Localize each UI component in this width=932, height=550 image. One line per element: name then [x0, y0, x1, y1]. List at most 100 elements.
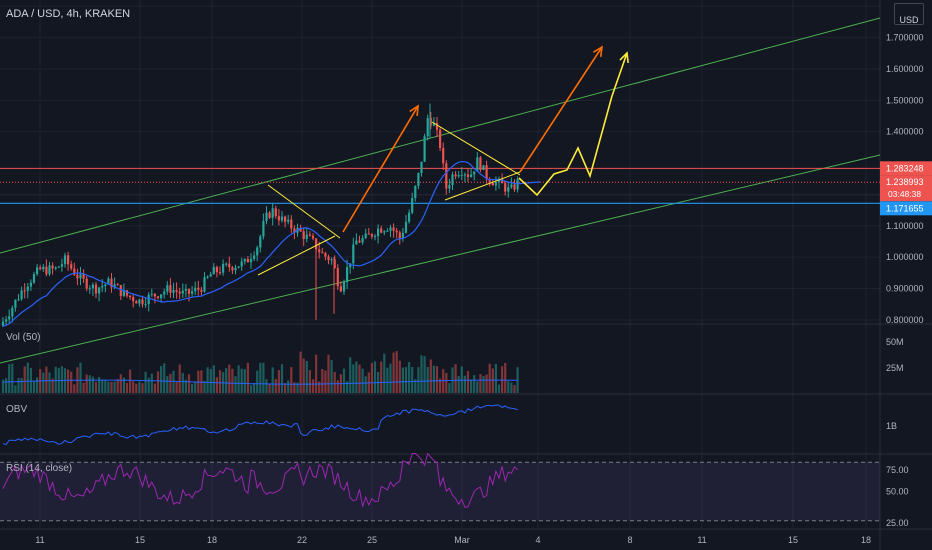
- volume-bar: [141, 383, 144, 393]
- volume-bar: [513, 385, 516, 393]
- candle-body: [311, 235, 315, 239]
- candle-body: [389, 227, 392, 231]
- volume-bar: [386, 367, 389, 393]
- candle-body: [246, 259, 249, 263]
- last-price-tag-label: 1.238993: [886, 177, 924, 187]
- candle-body: [200, 289, 203, 292]
- volume-bar: [426, 366, 429, 393]
- candle-body: [197, 287, 200, 290]
- volume-bar: [287, 380, 290, 393]
- candle-body: [268, 212, 271, 218]
- candle-body: [240, 261, 243, 267]
- price-tick-label: 1.400000: [886, 127, 924, 137]
- candle-body: [333, 259, 336, 269]
- volume-bar: [243, 369, 246, 393]
- volume-bar: [45, 366, 48, 393]
- candle-body: [54, 267, 57, 269]
- obv-line: [2, 404, 518, 446]
- volume-bar: [389, 363, 392, 393]
- wedge-line: [431, 121, 521, 176]
- candle-body: [48, 265, 51, 275]
- volume-bar: [119, 374, 122, 393]
- candle-body: [417, 173, 420, 186]
- volume-bar: [231, 368, 234, 393]
- rsi-tick-label: 75.00: [886, 465, 909, 475]
- rsi-band-fill: [0, 462, 880, 521]
- volume-bar: [333, 372, 336, 393]
- candle-body: [386, 230, 389, 232]
- volume-bar: [147, 377, 150, 393]
- candle-body: [36, 267, 39, 275]
- volume-bar: [494, 363, 497, 393]
- candle-body: [321, 252, 324, 254]
- candle-body: [138, 299, 141, 304]
- orange-arrow-2: [519, 46, 603, 173]
- currency-button[interactable]: USD: [894, 3, 924, 25]
- candle-body: [346, 267, 349, 283]
- support-price-tag: [880, 201, 932, 216]
- candle-body: [507, 187, 510, 192]
- volume-bar: [166, 376, 169, 393]
- candle-body: [482, 165, 485, 170]
- candle-body: [435, 123, 439, 130]
- candle-body: [104, 284, 107, 286]
- candle-body: [249, 258, 253, 263]
- volume-bar: [144, 371, 147, 393]
- volume-bar: [48, 372, 51, 393]
- volume-bar: [73, 384, 76, 393]
- volume-bar: [398, 360, 401, 393]
- volume-bar: [246, 362, 249, 393]
- volume-bar: [271, 367, 274, 393]
- x-axis-label: 15: [788, 535, 798, 545]
- candle-body: [293, 228, 296, 233]
- candle-body: [5, 319, 8, 322]
- volume-bar: [318, 381, 321, 393]
- candle-body: [361, 237, 364, 243]
- candle-body: [420, 161, 423, 174]
- obv-pane-label: OBV: [6, 404, 28, 415]
- yellow-arrow-head-line-head: [619, 51, 629, 64]
- volume-bar: [321, 368, 324, 393]
- volume-bar: [153, 383, 156, 393]
- candle-body: [513, 184, 516, 190]
- volume-bar: [392, 352, 395, 393]
- candle-body: [1, 321, 5, 327]
- volume-bar: [36, 377, 39, 393]
- candle-body: [187, 289, 191, 294]
- volume-bar: [14, 385, 17, 393]
- candle-body: [398, 232, 401, 239]
- volume-bar: [293, 382, 296, 393]
- resistance-tag-label: 1.283248: [886, 163, 924, 173]
- volume-bar: [404, 367, 408, 393]
- candle-body: [88, 288, 91, 290]
- volume-bar: [104, 379, 107, 393]
- volume-bar: [8, 364, 11, 393]
- volume-bar: [327, 354, 330, 393]
- volume-bar: [311, 379, 315, 393]
- volume-bar: [355, 361, 358, 393]
- volume-bar: [268, 384, 271, 393]
- candle-body: [370, 234, 373, 237]
- last-price-tag: [880, 175, 932, 202]
- candle-body: [315, 238, 318, 250]
- candle-body: [442, 147, 445, 164]
- candle-body: [70, 264, 73, 269]
- wedge-line: [444, 171, 521, 201]
- candle-body: [377, 228, 380, 237]
- moving-average-line: [2, 160, 541, 327]
- volume-bar: [169, 373, 172, 393]
- x-axis-label: 15: [135, 535, 145, 545]
- x-axis-label: 25: [367, 535, 377, 545]
- candle-body: [153, 293, 156, 297]
- candle-body: [308, 234, 311, 236]
- volume-bar: [212, 365, 215, 393]
- candle-body: [501, 178, 504, 184]
- rsi-line: [2, 452, 518, 508]
- candle-body: [454, 174, 457, 177]
- candle-body: [178, 291, 181, 294]
- candle-body: [457, 175, 460, 177]
- candle-body: [20, 290, 23, 300]
- volume-bar: [277, 370, 280, 393]
